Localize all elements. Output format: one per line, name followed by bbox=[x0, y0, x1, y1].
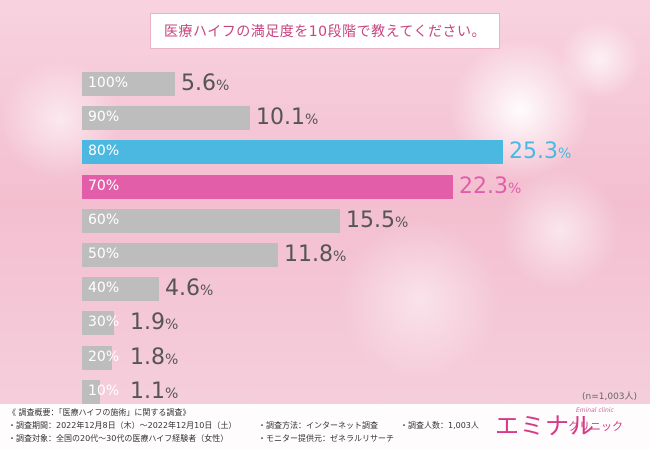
value-unit: % bbox=[507, 181, 522, 197]
bar: 40% bbox=[82, 277, 159, 301]
value-label: 25.3% bbox=[509, 139, 571, 164]
clinic-logo-tiny: Eminal clinic bbox=[576, 407, 614, 414]
value-number: 11.8 bbox=[284, 242, 333, 267]
value-label: 15.5% bbox=[346, 208, 408, 233]
value-number: 5.6 bbox=[181, 71, 216, 96]
value-number: 1.9 bbox=[130, 310, 165, 335]
bar: 30% bbox=[82, 311, 119, 335]
survey-summary-heading: 《 調査概要：「医療ハイフの施術」に関する調査》 bbox=[8, 408, 191, 417]
value-number: 15.5 bbox=[346, 208, 395, 233]
bar: 90% bbox=[82, 106, 250, 130]
chart-title: 医療ハイフの満足度を10段階で教えてください。 bbox=[150, 13, 500, 49]
survey-provider: ・モニター提供元：ゼネラルリサーチ bbox=[258, 434, 394, 443]
category-label: 40% bbox=[88, 280, 120, 296]
survey-count: ・調査人数：1,003人 bbox=[400, 421, 479, 430]
category-label: 60% bbox=[88, 212, 120, 228]
bar: 60% bbox=[82, 209, 340, 233]
value-number: 1.1 bbox=[130, 379, 165, 404]
clinic-logo: エミナル bbox=[495, 412, 595, 440]
value-label: 22.3% bbox=[459, 174, 521, 199]
value-unit: % bbox=[165, 386, 179, 402]
category-label: 50% bbox=[88, 246, 120, 262]
bar: 10% bbox=[82, 380, 119, 404]
value-label: 1.8% bbox=[130, 345, 178, 370]
value-number: 10.1 bbox=[256, 105, 305, 130]
bar: 80% bbox=[82, 140, 503, 164]
value-unit: % bbox=[557, 146, 572, 162]
value-number: 1.8 bbox=[130, 345, 165, 370]
category-label: 10% bbox=[88, 383, 120, 399]
value-label: 10.1% bbox=[256, 105, 318, 130]
survey-method: ・調査方法：インターネット調査 bbox=[258, 421, 378, 430]
category-label: 80% bbox=[88, 143, 120, 159]
value-label: 1.1% bbox=[130, 379, 178, 404]
sample-size-note: (n=1,003人) bbox=[582, 392, 638, 402]
value-unit: % bbox=[200, 283, 214, 299]
value-label: 1.9% bbox=[130, 310, 178, 335]
survey-target: ・調査対象：全国の20代～30代の医療ハイフ経験者（女性） bbox=[8, 434, 229, 443]
value-unit: % bbox=[165, 352, 179, 368]
survey-footer: 《 調査概要：「医療ハイフの施術」に関する調査》 ・調査期間：2022年12月8… bbox=[0, 404, 650, 450]
category-label: 100% bbox=[88, 75, 129, 91]
survey-period: ・調査期間：2022年12月8日（木）～2022年12月10日（土） bbox=[8, 421, 237, 430]
value-number: 22.3 bbox=[459, 174, 508, 199]
bar: 20% bbox=[82, 346, 119, 370]
bar: 100% bbox=[82, 72, 175, 96]
bar: 70% bbox=[82, 175, 453, 199]
value-label: 5.6% bbox=[181, 71, 229, 96]
clinic-logo-sub: クリニック bbox=[568, 420, 623, 433]
value-number: 25.3 bbox=[509, 139, 558, 164]
chart-title-text: 医療ハイフの満足度を10段階で教えてください。 bbox=[164, 24, 486, 40]
category-label: 20% bbox=[88, 349, 120, 365]
value-unit: % bbox=[332, 249, 347, 265]
value-label: 4.6% bbox=[165, 276, 213, 301]
category-label: 90% bbox=[88, 109, 120, 125]
category-label: 30% bbox=[88, 314, 120, 330]
value-unit: % bbox=[165, 317, 179, 333]
value-unit: % bbox=[394, 215, 409, 231]
value-number: 4.6 bbox=[165, 276, 200, 301]
value-label: 11.8% bbox=[284, 242, 346, 267]
value-unit: % bbox=[216, 78, 230, 94]
bar: 50% bbox=[82, 243, 278, 267]
value-unit: % bbox=[304, 112, 319, 128]
category-label: 70% bbox=[88, 178, 120, 194]
